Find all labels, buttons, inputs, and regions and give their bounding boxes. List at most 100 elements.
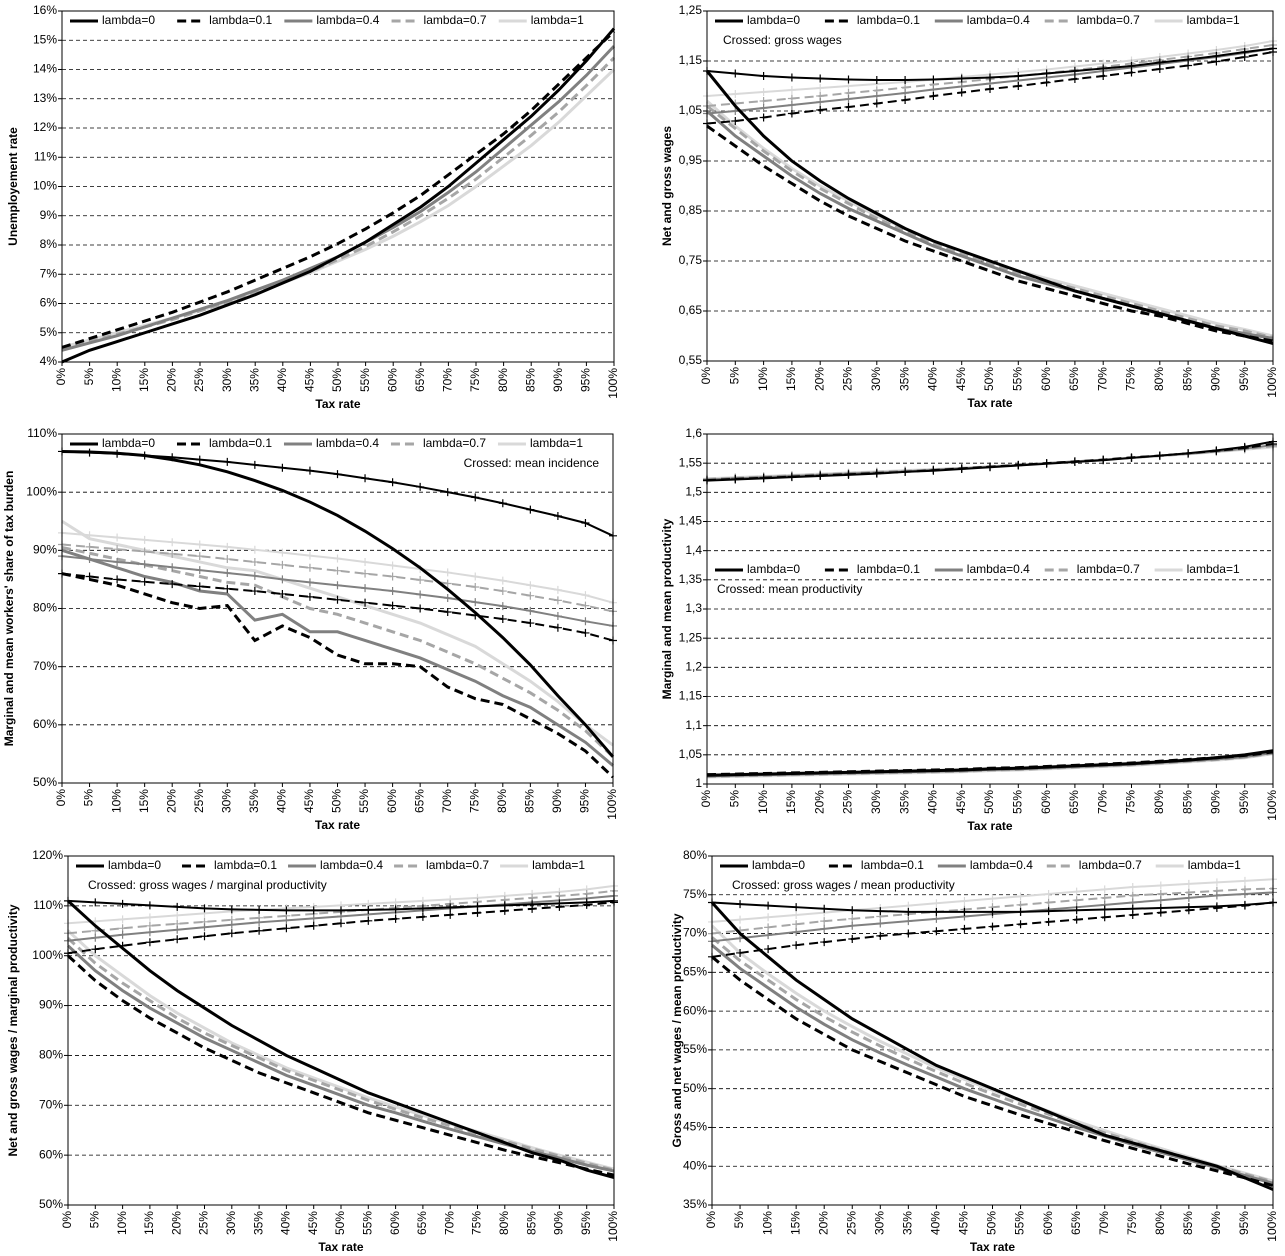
x-tick-label: 85% [1180,367,1194,391]
series-line [66,899,615,1180]
legend-label: lambda=0 [747,562,800,576]
x-tick-label: 30% [219,789,233,813]
cross-marker [1128,883,1137,892]
cross-marker [1100,913,1109,922]
cross-marker [446,903,455,912]
cross-marker [1072,887,1081,896]
y-tick-label: 10% [33,179,57,193]
y-tick-label: 8% [40,237,58,251]
cross-marker [388,587,397,596]
y-axis-label: Net and gross wages [660,126,674,246]
series-line [61,56,616,351]
x-tick-label: 55% [1013,1211,1027,1235]
legend-label: lambda=0 [747,13,800,27]
cross-marker [337,906,345,915]
x-tick-label: 50% [982,367,996,391]
x-tick-label: 85% [523,789,537,813]
cross-marker [1016,907,1025,916]
cross-marker [581,617,590,626]
x-tick-label: 60% [1039,790,1053,814]
y-tick-label: 120% [32,848,63,862]
cross-marker [91,926,100,935]
y-tick-label: 60% [683,1003,707,1017]
x-tick-label: 0% [54,789,68,807]
y-tick-label: 1,35 [679,572,703,586]
cross-marker [91,945,100,954]
cross-marker [333,581,342,590]
cross-marker [960,924,969,933]
series-line [711,955,1274,1188]
cross-marker [227,905,236,914]
cross-marker [1070,67,1079,75]
legend-label: lambda=1 [531,13,584,27]
cross-marker [904,917,913,926]
cross-marker [960,907,969,916]
y-tick-label: 50% [39,1197,63,1211]
legend-label: lambda=1 [1187,562,1240,576]
x-tick-label: 30% [869,790,883,814]
x-tick-label: 95% [1237,367,1251,391]
cross-marker [1014,72,1023,80]
x-tick-label: 90% [551,368,565,392]
cross-marker [1156,903,1165,912]
cross-marker [553,512,562,521]
cross-marker [1155,451,1164,460]
y-tick-label: 16% [33,3,57,17]
legend-label: lambda=0.4 [970,858,1033,872]
y-tick-label: 80% [683,848,707,862]
x-axis-label: Tax rate [318,1240,363,1254]
cross-marker [1127,453,1136,462]
legend-label: lambda=0.7 [1077,13,1140,27]
y-tick-label: 1 [695,776,702,790]
cross-marker [986,463,994,472]
cross-marker [1240,876,1249,885]
cross-marker [816,472,825,480]
cross-marker [904,907,913,916]
y-tick-label: 0,75 [679,253,703,267]
cross-marker [113,557,122,566]
cross-marker [988,907,997,916]
x-tick-label: 70% [1097,1211,1111,1235]
cross-marker [1099,456,1108,465]
cross-marker [145,901,154,910]
x-tick-label: 30% [869,367,883,391]
cross-marker [731,117,740,125]
legend-label: lambda=0.7 [1077,562,1140,576]
x-tick-label: 80% [1152,790,1166,814]
cross-marker [844,95,853,103]
cross-marker [173,902,182,911]
x-tick-label: 100% [1265,790,1279,821]
x-tick-label: 20% [164,789,178,813]
x-tick-label: 85% [523,368,537,392]
x-tick-label: 90% [552,1211,566,1235]
x-tick-label: 60% [1039,367,1053,391]
cross-marker [1016,892,1025,901]
y-tick-label: 0,65 [679,303,703,317]
cross-marker [443,607,452,616]
x-tick-label: 40% [929,1211,943,1235]
series-line [61,30,616,349]
cross-marker [816,98,825,106]
legend-label: lambda=0.4 [320,858,383,872]
cross-marker [581,518,590,527]
x-tick-label: 15% [142,1211,156,1235]
cross-marker [443,488,452,497]
x-tick-label: 100% [606,368,620,399]
cross-marker [278,560,287,569]
y-axis-label: Marginal and mean workers' share of tax … [2,471,16,747]
cross-marker [361,569,370,578]
x-tick-label: 70% [441,368,455,392]
cross-marker [195,552,204,561]
cross-marker [581,591,590,600]
cross-marker [844,103,853,111]
cross-marker [498,602,507,611]
x-tick-label: 5% [727,367,741,385]
cross-marker [929,92,938,100]
y-tick-label: 15% [33,32,57,46]
cross-marker [305,563,314,572]
x-tick-label: 95% [1237,790,1251,814]
cross-marker [416,590,425,599]
x-tick-label: 50% [333,1211,347,1235]
legend-label: lambda=0.1 [209,13,272,27]
cross-marker [1044,917,1053,926]
